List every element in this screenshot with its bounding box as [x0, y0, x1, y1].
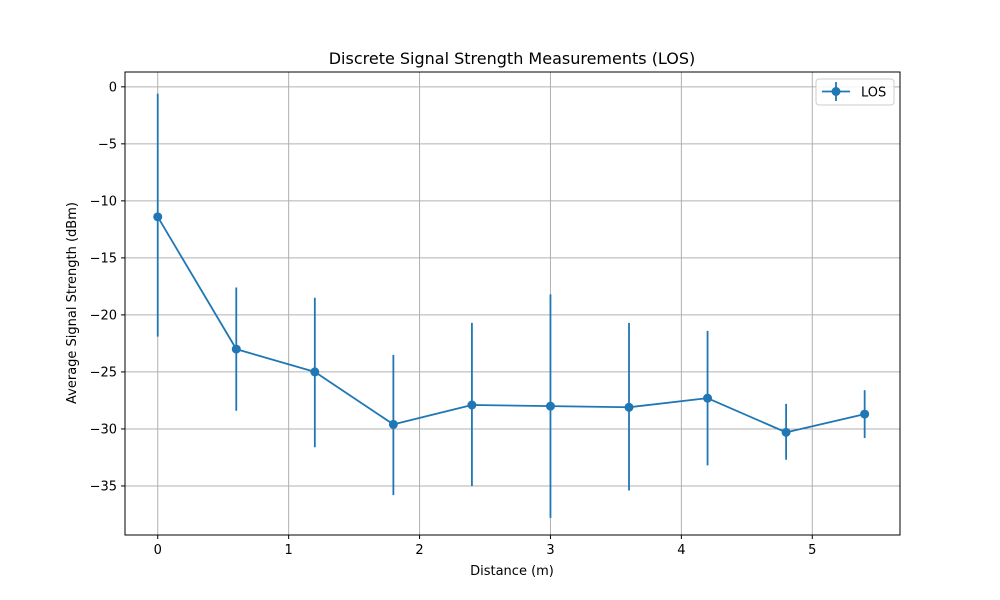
- data-point: [781, 427, 791, 437]
- x-tick-label: 0: [154, 543, 162, 558]
- data-point: [545, 401, 555, 411]
- y-tick-label: −15: [90, 251, 117, 266]
- y-tick-label: 0: [109, 80, 117, 95]
- x-axis-label: Distance (m): [470, 564, 554, 579]
- data-point: [467, 400, 477, 410]
- y-tick-label: −30: [90, 422, 117, 437]
- y-tick-label: −25: [90, 365, 117, 380]
- x-tick-label: 1: [284, 543, 292, 558]
- data-point: [703, 393, 713, 403]
- x-tick-label: 5: [808, 543, 816, 558]
- data-point: [231, 344, 241, 354]
- y-tick-label: −5: [98, 137, 117, 152]
- grid-lines: [125, 72, 900, 535]
- legend-point: [831, 87, 841, 96]
- x-tick-label: 2: [415, 543, 423, 558]
- y-axis-label: Average Signal Strength (dBm): [65, 202, 80, 404]
- y-tick-label: −35: [90, 479, 117, 494]
- legend: LOS: [815, 78, 895, 106]
- plot-area: [153, 93, 870, 518]
- legend-label: LOS: [861, 86, 886, 101]
- legend-marker: [822, 82, 850, 101]
- chart-title: Discrete Signal Strength Measurements (L…: [329, 49, 696, 68]
- axis-ticks: 0 1 2 3 4 5 0 −5 −10 −15 −20 −25 −30 −35: [90, 80, 817, 558]
- x-tick-label: 3: [546, 543, 554, 558]
- data-point: [153, 212, 163, 222]
- data-point: [860, 409, 870, 419]
- data-point: [624, 402, 634, 412]
- y-tick-label: −20: [90, 308, 117, 323]
- plot-frame: [124, 71, 901, 536]
- data-point: [388, 419, 398, 429]
- x-tick-label: 4: [677, 543, 685, 558]
- y-tick-label: −10: [90, 194, 117, 209]
- series-line: [156, 216, 865, 434]
- data-point: [310, 367, 320, 377]
